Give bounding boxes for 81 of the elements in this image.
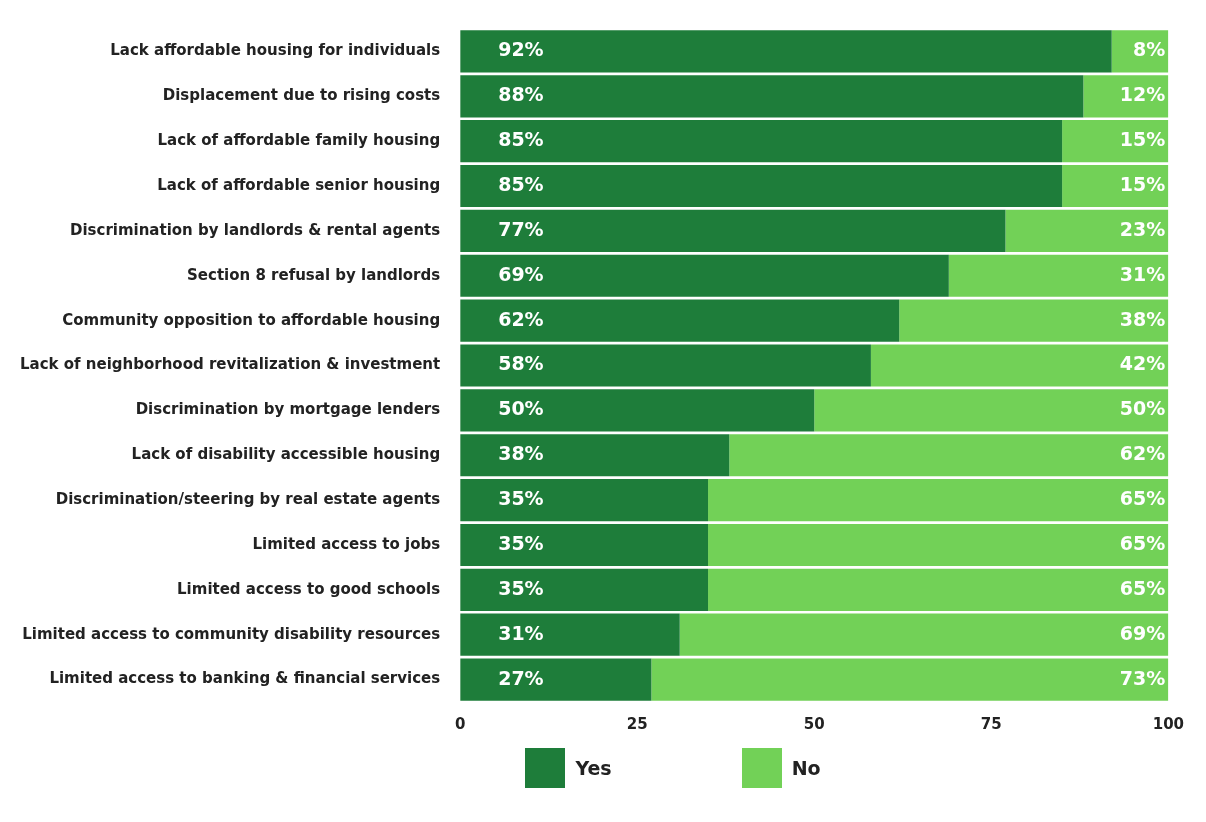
data-label: 65% bbox=[1119, 531, 1166, 554]
y-tick-label: Displacement due to rising costs bbox=[162, 86, 441, 105]
data-label: 42% bbox=[1119, 352, 1166, 375]
bar bbox=[460, 568, 709, 611]
x-tick-label: 100 bbox=[1152, 714, 1184, 733]
data-label: 31% bbox=[1119, 262, 1166, 285]
data-label: 38% bbox=[498, 442, 544, 465]
data-label: 62% bbox=[1119, 442, 1166, 465]
y-tick-label: Lack of neighborhood revitalization & investment bbox=[20, 355, 441, 374]
bar bbox=[460, 479, 709, 522]
data-label: 69% bbox=[1119, 621, 1166, 644]
bar bbox=[651, 658, 1169, 701]
data-label: 69% bbox=[498, 262, 544, 285]
y-tick-label: Lack of disability accessible housing bbox=[131, 445, 441, 464]
bar bbox=[460, 389, 815, 432]
bar bbox=[1062, 164, 1169, 208]
data-label: 15% bbox=[1119, 128, 1166, 151]
legend-label: No bbox=[791, 757, 821, 779]
x-tick-label: 25 bbox=[626, 714, 648, 733]
data-label: 85% bbox=[498, 128, 544, 151]
x-tick-label: 50 bbox=[803, 714, 825, 733]
data-label: 73% bbox=[1119, 666, 1166, 689]
data-label: 23% bbox=[1119, 217, 1166, 240]
data-label: 88% bbox=[498, 83, 544, 106]
bar bbox=[460, 75, 1084, 118]
y-tick-label: Discrimination by landlords & rental agents bbox=[69, 220, 441, 239]
bar bbox=[460, 434, 730, 477]
data-label: 8% bbox=[1133, 38, 1166, 61]
bar bbox=[708, 479, 1169, 522]
y-tick-label: Community opposition to affordable housing bbox=[62, 310, 441, 329]
bar bbox=[1062, 120, 1169, 163]
bar bbox=[460, 523, 709, 567]
legend-label: Yes bbox=[575, 757, 612, 779]
bar bbox=[708, 523, 1169, 567]
y-tick-label: Lack of affordable family housing bbox=[157, 131, 441, 150]
bar bbox=[460, 613, 680, 656]
bar bbox=[708, 568, 1169, 611]
bar bbox=[814, 389, 1169, 432]
data-label: 85% bbox=[498, 172, 544, 195]
bar bbox=[679, 613, 1169, 656]
y-tick-label: Limited access to community disability resources bbox=[22, 624, 441, 643]
data-label: 27% bbox=[498, 666, 544, 689]
data-label: 65% bbox=[1119, 487, 1166, 510]
y-tick-label: Limited access to jobs bbox=[252, 534, 441, 553]
data-label: 50% bbox=[498, 397, 544, 420]
data-label: 31% bbox=[498, 621, 544, 644]
bar bbox=[460, 209, 1006, 252]
y-tick-label: Lack of affordable senior housing bbox=[157, 175, 441, 194]
y-tick-label: Limited access to good schools bbox=[177, 579, 441, 598]
bar bbox=[870, 344, 1169, 387]
data-label: 38% bbox=[1119, 307, 1166, 330]
data-label: 77% bbox=[498, 217, 544, 240]
bar bbox=[460, 658, 652, 701]
bar bbox=[460, 299, 900, 342]
data-label: 50% bbox=[1119, 397, 1166, 420]
bar bbox=[460, 30, 1112, 73]
y-tick-label: Lack affordable housing for individuals bbox=[110, 41, 441, 60]
x-tick-label: 75 bbox=[980, 714, 1002, 733]
data-label: 92% bbox=[498, 38, 544, 61]
data-label: 35% bbox=[498, 531, 544, 554]
data-label: 35% bbox=[498, 576, 544, 599]
data-label: 35% bbox=[498, 487, 544, 510]
x-tick-label: 0 bbox=[454, 714, 466, 733]
bar bbox=[1005, 209, 1169, 252]
bar bbox=[1083, 75, 1169, 118]
y-tick-label: Discrimination by mortgage lenders bbox=[135, 400, 441, 419]
bar bbox=[460, 344, 871, 387]
data-label: 65% bbox=[1119, 576, 1166, 599]
data-label: 58% bbox=[498, 352, 544, 375]
data-label: 12% bbox=[1119, 83, 1166, 106]
bar bbox=[899, 299, 1169, 342]
bar bbox=[460, 120, 1063, 163]
bar bbox=[729, 434, 1169, 477]
bar bbox=[460, 164, 1063, 208]
y-tick-label: Limited access to banking & financial services bbox=[49, 669, 441, 688]
bar bbox=[460, 254, 949, 297]
y-tick-label: Discrimination/steering by real estate agents bbox=[55, 489, 441, 508]
data-label: 15% bbox=[1119, 172, 1166, 195]
data-label: 62% bbox=[498, 307, 544, 330]
bar bbox=[948, 254, 1169, 297]
y-tick-label: Section 8 refusal by landlords bbox=[187, 265, 441, 284]
